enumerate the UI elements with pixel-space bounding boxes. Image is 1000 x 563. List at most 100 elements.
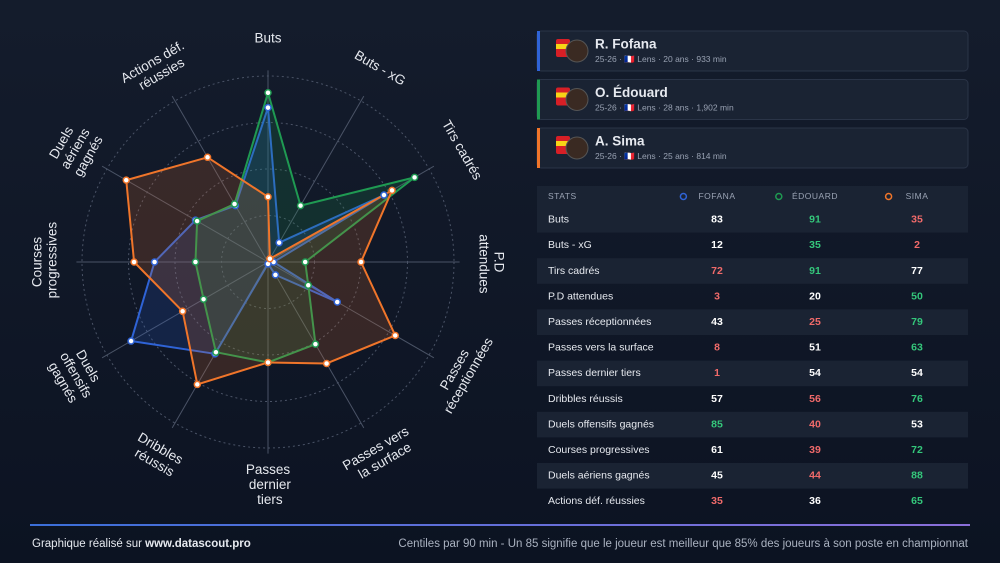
player-color-bar	[537, 79, 540, 120]
club-badge-band	[556, 92, 570, 98]
series-point	[380, 191, 388, 199]
table-row-bg	[537, 360, 968, 387]
table-header-bg	[537, 186, 968, 207]
stat-value: 12	[711, 239, 723, 251]
stat-value: 54	[809, 367, 821, 379]
stat-value: 36	[809, 495, 821, 507]
series-point	[311, 340, 320, 348]
stat-value: 50	[911, 290, 923, 302]
stat-value: 83	[711, 214, 723, 226]
stat-value: 8	[714, 342, 720, 354]
stat-name: Buts - xG	[548, 239, 592, 251]
player-meta: 25-26 · 🇫🇷 Lens · 20 ans · 933 min	[595, 54, 727, 64]
header-dot	[884, 192, 893, 201]
stat-value: 51	[809, 342, 821, 354]
series-point	[264, 88, 272, 97]
player-name: R. Fofana	[595, 37, 657, 52]
player-club: Lens	[637, 54, 655, 64]
axis-spoke	[171, 95, 269, 263]
table-header: STATS	[548, 191, 577, 201]
club-badge-band	[556, 44, 570, 49]
table-row-bg	[537, 207, 968, 233]
table-row-bg	[537, 411, 968, 438]
series-point	[264, 103, 272, 112]
stat-value: 91	[809, 265, 821, 277]
series-point	[296, 201, 305, 210]
stat-value: 35	[809, 239, 821, 251]
series-point	[333, 298, 342, 306]
stat-value: 35	[911, 214, 923, 226]
stat-value: 91	[809, 214, 821, 226]
player-age: 25 ans	[663, 151, 689, 161]
axis-label: P.D attendues	[477, 230, 507, 293]
series-point	[322, 359, 331, 368]
stat-name: Duels aériens gagnés	[548, 470, 650, 482]
series-point	[388, 186, 396, 195]
player-club: Lens	[637, 151, 655, 161]
series-point	[357, 258, 365, 266]
series-point	[150, 258, 159, 266]
player-minutes: 814 min	[696, 151, 727, 161]
table-header: SIMA	[906, 191, 929, 201]
series-point	[199, 295, 208, 303]
footer-link[interactable]: www.datascout.pro	[144, 538, 251, 550]
stat-name: Passes dernier tiers	[548, 367, 641, 379]
player-age: 28 ans	[663, 103, 689, 113]
stat-value: 3	[714, 290, 720, 302]
table-header: FOFANA	[698, 191, 735, 201]
stat-name: Duels offensifs gagnés	[548, 418, 654, 430]
stat-value: 63	[911, 342, 923, 354]
series-point	[212, 348, 220, 356]
footer-text: Graphique réalisé sur	[32, 538, 142, 550]
axis-spoke	[267, 95, 365, 263]
series-point	[304, 281, 313, 289]
stat-value: 43	[711, 316, 723, 328]
stat-value: 85	[711, 418, 723, 430]
player-avatar	[565, 39, 589, 63]
axis-label: Buts	[254, 30, 281, 45]
stat-value: 39	[809, 444, 821, 456]
table-row-bg	[537, 258, 968, 284]
player-age: 20 ans	[663, 54, 689, 64]
series-point	[122, 176, 130, 184]
table-row-bg	[537, 309, 968, 335]
player-name: A. Sima	[595, 134, 645, 149]
stat-value: 79	[911, 316, 923, 328]
stat-value: 76	[911, 393, 923, 405]
table-row-bg	[537, 463, 968, 489]
stat-value: 61	[711, 444, 723, 456]
series-point	[271, 271, 280, 279]
player-name: O. Édouard	[595, 85, 668, 100]
player-meta: 25-26 · 🇫🇷 Lens · 28 ans · 1,902 min	[595, 103, 734, 113]
stat-value: 53	[911, 418, 923, 430]
player-season: 25-26	[595, 103, 617, 113]
series-point	[275, 238, 283, 247]
player-meta: 25-26 · 🇫🇷 Lens · 25 ans · 814 min	[595, 151, 727, 161]
series-point	[391, 331, 400, 340]
stat-value: 44	[809, 470, 821, 482]
club-badge-band	[556, 141, 570, 146]
stat-name: P.D attendues	[548, 290, 613, 302]
player-club: Lens	[637, 103, 655, 113]
stat-value: 56	[809, 393, 821, 405]
stat-value: 1	[714, 367, 720, 379]
series-point	[410, 173, 419, 182]
axis-label: Courses progressives	[29, 222, 59, 303]
series-point	[191, 258, 200, 266]
series-point	[193, 380, 202, 389]
stat-value: 65	[911, 495, 923, 507]
axis-spoke	[101, 165, 269, 263]
header-dot	[679, 192, 688, 201]
footer-left: Graphique réalisé sur www.datascout.pro	[32, 538, 251, 550]
stat-name: Passes réceptionnées	[548, 316, 651, 328]
stat-name: Passes vers la surface	[548, 342, 654, 354]
series-point	[301, 258, 309, 266]
table-header: ÉDOUARD	[792, 191, 838, 201]
stat-value: 77	[911, 265, 923, 277]
player-minutes: 933 min	[696, 54, 727, 64]
series-point	[264, 193, 272, 201]
stat-value: 40	[809, 418, 821, 430]
series-point	[203, 153, 212, 162]
stat-value: 2	[914, 239, 920, 251]
